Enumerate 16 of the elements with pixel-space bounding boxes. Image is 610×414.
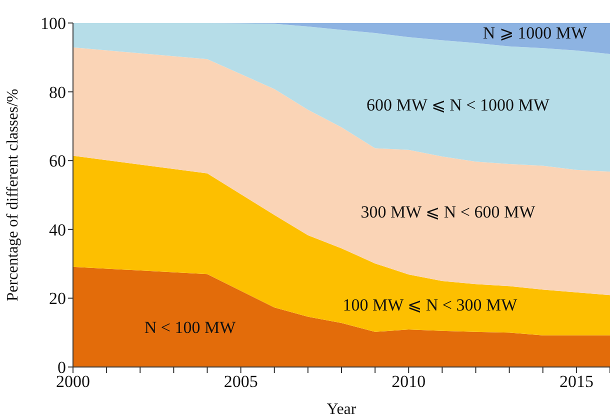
series-label: 100 MW ⩽ N < 300 MW [342, 294, 518, 316]
series-label: 300 MW ⩽ N < 600 MW [360, 202, 536, 222]
x-axis-title: Year [326, 401, 357, 414]
y-tick-label: 80 [49, 82, 66, 102]
y-axis-title: Percentage of different classes/% [4, 88, 22, 302]
x-tick-label: 2000 [56, 372, 90, 392]
y-tick-label: 20 [49, 289, 66, 308]
x-tick-label: 2010 [392, 372, 426, 392]
x-tick-label: 2015 [559, 372, 594, 392]
y-tick-label: 100 [40, 14, 66, 34]
series-label: N < 100 MW [144, 318, 236, 338]
x-tick-label: 2005 [224, 372, 258, 392]
series-label: N ⩾ 1000 MW [482, 22, 588, 44]
y-tick-label: 60 [49, 152, 66, 171]
series-label: 600 MW ⩽ N < 1000 MW [366, 94, 550, 116]
y-tick-label: 40 [49, 220, 66, 240]
